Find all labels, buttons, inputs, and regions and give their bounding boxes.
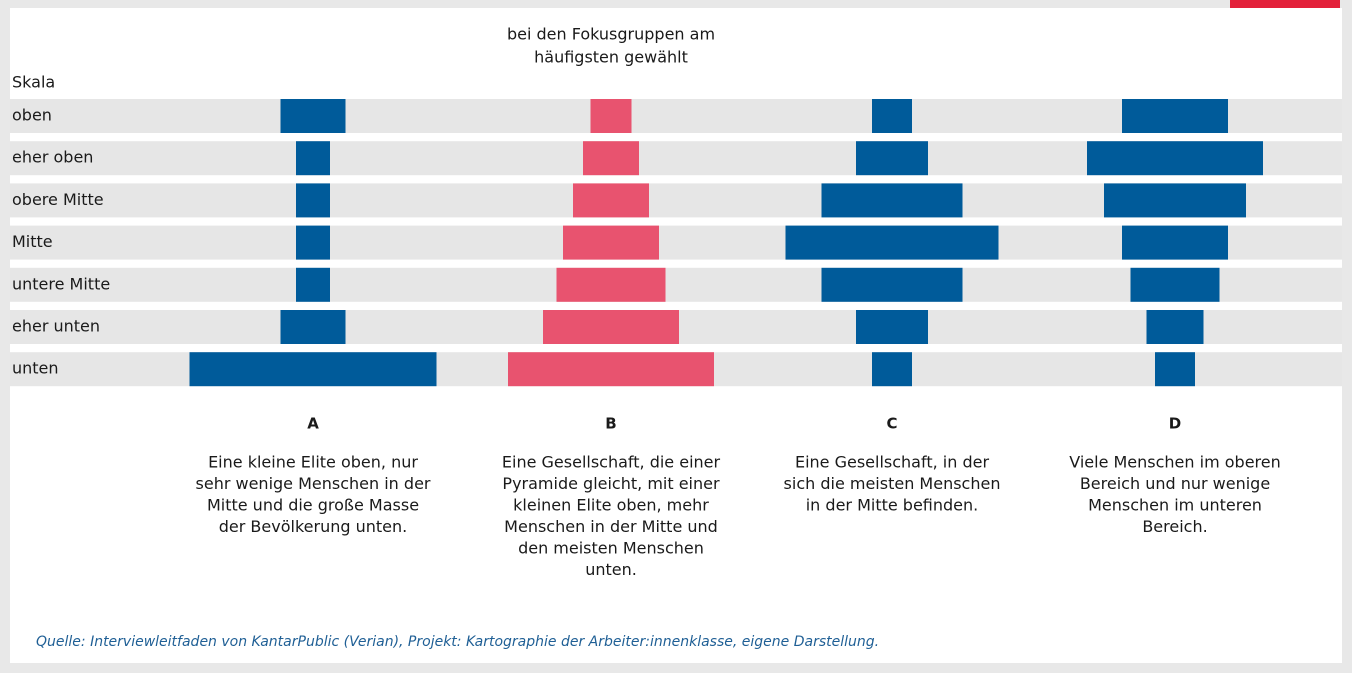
shape-bar: [296, 141, 330, 176]
shape-bar: [785, 225, 999, 260]
row-label: Mitte: [12, 232, 53, 251]
panel-description: Menschen in der Mitte und: [504, 517, 718, 536]
header-note: bei den Fokusgruppen am: [507, 25, 715, 44]
panel-description: den meisten Menschen: [518, 539, 704, 558]
scale-label: Skala: [12, 73, 55, 92]
panel-description: kleinen Elite oben, mehr: [513, 496, 709, 515]
shape-bar: [1155, 352, 1195, 387]
shape-bar: [872, 99, 912, 133]
shape-bar: [280, 310, 346, 344]
shape-bar: [296, 183, 330, 218]
panel-letter: D: [1169, 415, 1181, 433]
shape-bar: [1104, 183, 1246, 218]
shape-bar: [280, 99, 346, 133]
panel-description: in der Mitte befinden.: [806, 496, 979, 515]
shape-bar: [590, 99, 632, 133]
header-note: häufigsten gewählt: [534, 48, 688, 67]
row-label: obere Mitte: [12, 190, 104, 209]
shape-bar: [1146, 310, 1204, 344]
shape-bar: [296, 267, 330, 302]
panel-description: unten.: [585, 560, 637, 579]
shape-bar: [189, 352, 437, 387]
panel-letter: C: [886, 415, 897, 433]
shape-bar: [563, 225, 659, 260]
panel-description: Menschen im unteren: [1088, 496, 1262, 515]
panel-description: Eine Gesellschaft, die einer: [502, 453, 721, 472]
shape-bar: [821, 183, 963, 218]
shape-bar: [1130, 267, 1220, 302]
panel-description: Pyramide gleicht, mit einer: [502, 474, 720, 493]
row-label: eher oben: [12, 148, 93, 167]
panel-description: sich die meisten Menschen: [784, 474, 1001, 493]
shape-bar: [508, 352, 714, 387]
panel-description: der Bevölkerung unten.: [219, 517, 407, 536]
panel-description: Viele Menschen im oberen: [1069, 453, 1281, 472]
panel-description: Mitte und die große Masse: [207, 496, 419, 515]
panel-description: Bereich.: [1142, 517, 1207, 536]
row-label: untere Mitte: [12, 274, 110, 293]
row-label: unten: [12, 359, 59, 378]
row-band: [10, 99, 1342, 133]
shape-bar: [856, 310, 928, 344]
shape-bar: [1122, 99, 1228, 133]
row-label: eher unten: [12, 317, 100, 336]
panel-letter: A: [307, 415, 319, 433]
panel-description: sehr wenige Menschen in der: [196, 474, 431, 493]
panel-description: Bereich und nur wenige: [1080, 474, 1270, 493]
panel-description: Eine kleine Elite oben, nur: [208, 453, 418, 472]
shape-bar: [856, 141, 928, 176]
shape-bar: [1122, 225, 1228, 260]
row-band: [10, 225, 1342, 260]
shape-bar: [583, 141, 639, 176]
row-band: [10, 267, 1342, 302]
panel-letter: B: [605, 415, 616, 433]
shape-bar: [821, 267, 963, 302]
source: Quelle: Interviewleitfaden von KantarPub…: [36, 634, 879, 650]
shape-bar: [1087, 141, 1263, 176]
panel-description: Eine Gesellschaft, in der: [795, 453, 989, 472]
shape-bar: [543, 310, 679, 344]
shape-bar: [556, 267, 666, 302]
shape-bar: [573, 183, 649, 218]
row-label: oben: [12, 106, 52, 125]
shape-bar: [296, 225, 330, 260]
accent-bar: [1230, 0, 1340, 8]
shape-bar: [872, 352, 912, 387]
